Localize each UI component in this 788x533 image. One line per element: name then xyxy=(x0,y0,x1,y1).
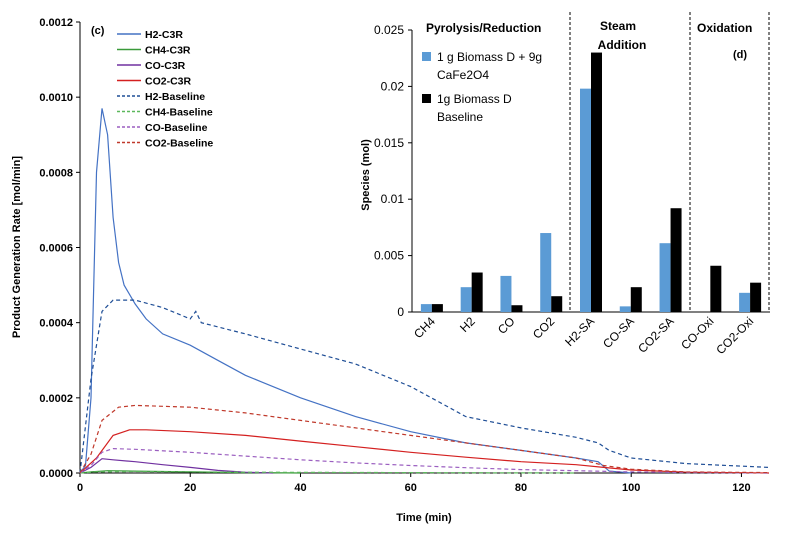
legend-label-ch4-c3r: CH4-C3R xyxy=(145,45,191,57)
region-label-steam-1: Steam xyxy=(600,19,636,33)
bar-co-oxi-baseline xyxy=(710,265,722,312)
inset-x-tick-label: CO2 xyxy=(530,314,558,342)
main-y-tick-label: 0.0002 xyxy=(39,393,73,405)
bar-ch4-cafe2o4 xyxy=(420,304,432,312)
main-y-tick-label: 0.0010 xyxy=(39,92,73,104)
legend-label-co-c3r: CO-C3R xyxy=(145,60,186,72)
legend-label-co-baseline: CO-Baseline xyxy=(145,122,208,134)
legend-label-h2-baseline: H2-Baseline xyxy=(145,91,205,103)
bar-co-sa-baseline xyxy=(630,287,642,312)
inset-x-tick-label: H2-SA xyxy=(562,314,597,349)
bar-co2-oxi-baseline xyxy=(750,282,762,312)
main-series-lines xyxy=(79,108,770,474)
legend-label-ch4-baseline: CH4-Baseline xyxy=(145,107,213,119)
main-y-tick-label: 0.0004 xyxy=(39,318,74,330)
series-line-co2-c3r xyxy=(79,429,770,474)
inset-x-tick-label: CO2-SA xyxy=(635,314,676,355)
legend-label-co2-c3r: CO2-C3R xyxy=(145,76,192,88)
bar-ch4-baseline xyxy=(431,304,443,312)
series-line-co-c3r xyxy=(79,458,273,474)
main-y-tick-labels: 0.0000 0.0002 0.0004 0.0006 0.0008 0.0010 0.00… xyxy=(39,17,74,480)
inset-y-tick-label: 0.01 xyxy=(381,192,405,206)
inset-bars xyxy=(420,52,762,313)
main-x-tick-label: 80 xyxy=(515,482,527,494)
inset-legend-label-cafe2o4: 1 g Biomass D + 9g xyxy=(437,50,542,64)
inset-legend-swatch-baseline xyxy=(422,94,431,103)
bar-co2-sa-cafe2o4 xyxy=(659,243,671,312)
inset-bar-chart: 0 0.005 0.01 0.015 0.02 0.025 CH4 H2 CO CO2 H2-SA… xyxy=(360,10,774,357)
inset-x-tick-label: CO xyxy=(495,314,518,337)
inset-legend: 1 g Biomass D + 9g CaFe2O4 1g Biomass D Bas… xyxy=(422,50,542,124)
main-y-tick-label: 0.0008 xyxy=(39,167,73,179)
bar-h2-sa-baseline xyxy=(591,52,602,313)
region-label-steam-2: Addition xyxy=(598,38,647,52)
inset-x-tick-label: H2 xyxy=(457,314,478,335)
legend-label-co2-baseline: CO2-Baseline xyxy=(145,138,213,150)
main-y-axis-title: Product Generation Rate [mol/min] xyxy=(11,156,23,338)
main-x-tick-label: 20 xyxy=(184,482,196,494)
main-x-axis-title: Time (min) xyxy=(396,512,452,524)
main-x-tick-label: 0 xyxy=(77,482,83,494)
series-line-ch4-baseline xyxy=(79,470,577,474)
main-line-chart: 0 20 40 60 80 100 120 0.0000 0.0002 0.0004 0.0006… xyxy=(11,17,770,524)
bar-co2-oxi-cafe2o4 xyxy=(739,292,751,312)
series-line-h2-baseline xyxy=(79,299,770,474)
inset-x-tick-label: CO-Oxi xyxy=(678,314,716,352)
bar-co-sa-cafe2o4 xyxy=(619,306,631,312)
region-label-oxidation: Oxidation xyxy=(697,21,752,35)
inset-legend-label-baseline: Baseline xyxy=(437,110,483,124)
main-legend: H2-C3R CH4-C3R CO-C3R CO2-C3R H2-Baseline CH4… xyxy=(117,29,213,150)
inset-y-tick-label: 0.005 xyxy=(374,249,404,263)
main-x-tick-label: 120 xyxy=(732,482,750,494)
main-x-tick-label: 60 xyxy=(405,482,417,494)
legend-label-h2-c3r: H2-C3R xyxy=(145,29,183,41)
bar-co2-cafe2o4 xyxy=(540,233,552,312)
bar-co-cafe2o4 xyxy=(500,275,512,312)
inset-y-tick-label: 0.015 xyxy=(374,136,404,150)
bar-h2-baseline xyxy=(471,272,483,312)
inset-x-tick-label: CO2-Oxi xyxy=(713,314,756,357)
main-x-tick-label: 100 xyxy=(622,482,640,494)
inset-y-axis-title: Species (mol) xyxy=(360,139,372,211)
inset-y-tick-labels: 0 0.005 0.01 0.015 0.02 0.025 xyxy=(374,23,412,319)
main-x-tick-labels: 0 20 40 60 80 100 120 xyxy=(77,482,751,494)
series-line-co2-baseline xyxy=(79,404,770,474)
inset-y-tick-label: 0.025 xyxy=(374,23,404,37)
bar-co2-sa-baseline xyxy=(670,208,682,312)
main-x-tick-label: 40 xyxy=(294,482,306,494)
region-label-pyrolysis: Pyrolysis/Reduction xyxy=(426,21,541,35)
main-y-tick-label: 0.0006 xyxy=(39,243,73,255)
bar-co2-baseline xyxy=(551,296,563,312)
inset-legend-label-cafe2o4: CaFe2O4 xyxy=(437,68,489,82)
panel-label-c: (c) xyxy=(91,25,105,37)
panel-label-d: (d) xyxy=(733,49,747,61)
inset-x-tick-label: CH4 xyxy=(411,314,438,341)
bar-h2-cafe2o4 xyxy=(460,287,472,312)
inset-legend-label-baseline: 1g Biomass D xyxy=(437,92,512,106)
bar-h2-sa-cafe2o4 xyxy=(580,88,591,312)
main-y-tick-label: 0.0012 xyxy=(39,17,73,29)
main-y-tick-label: 0.0000 xyxy=(39,468,73,480)
bar-co-baseline xyxy=(511,305,523,312)
series-line-co-baseline xyxy=(79,447,770,474)
inset-x-tick-label: CO-SA xyxy=(600,314,637,351)
inset-y-tick-label: 0 xyxy=(397,305,404,319)
main-tick-marks xyxy=(76,21,742,477)
inset-y-tick-label: 0.02 xyxy=(381,79,405,93)
inset-legend-swatch-cafe2o4 xyxy=(422,52,431,61)
